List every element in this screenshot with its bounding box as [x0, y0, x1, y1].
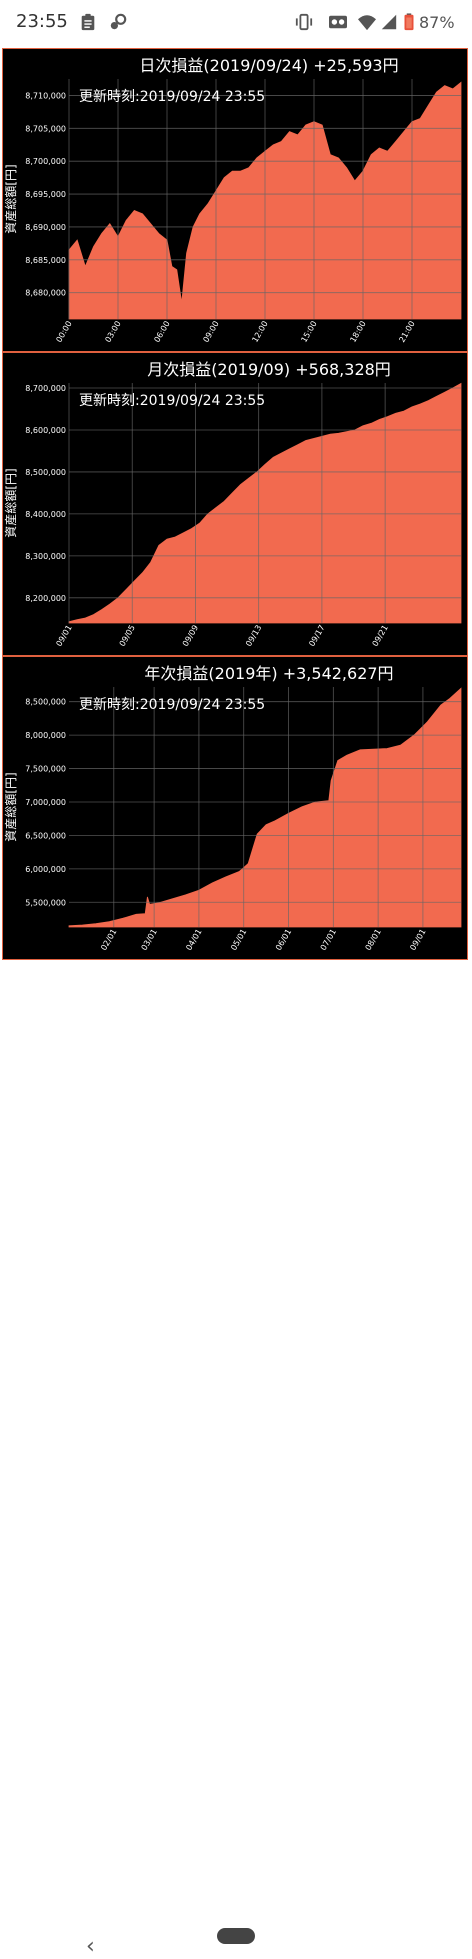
x-tick-label: 06/01: [274, 928, 293, 952]
x-tick-label: 04/01: [184, 928, 203, 952]
x-tick-label: 09/01: [408, 928, 427, 952]
home-pill[interactable]: [217, 1928, 255, 1944]
y-axis-label: 資産総額[円]: [3, 468, 18, 537]
y-tick-label: 8,695,000: [25, 190, 66, 199]
chart-svg: 8,200,000 8,300,000 8,400,000 8,500,000 8,60…: [3, 360, 462, 648]
chart-title: 年次損益(2019年) +3,542,627円: [144, 664, 393, 683]
chart-title: 日次損益(2019/09/24) +25,593円: [139, 56, 398, 75]
vibrate-icon: [295, 13, 313, 31]
y-tick-label: 6,500,000: [25, 831, 66, 840]
y-tick-label: 8,600,000: [25, 426, 66, 435]
x-tick-label: 09/09: [181, 624, 200, 648]
x-tick-label: 12:00: [250, 320, 269, 344]
x-tick-label: 03/01: [140, 928, 159, 952]
y-tick-label: 8,400,000: [25, 510, 66, 519]
voicemail-icon: [329, 15, 347, 29]
x-tick-label: 09/05: [118, 624, 137, 648]
x-tick-label: 09/17: [307, 624, 326, 648]
x-tick-label: 18:00: [348, 320, 367, 344]
x-tick-label: 05/01: [229, 928, 248, 952]
wifi-icon: [358, 15, 376, 31]
status-time: 23:55: [16, 11, 68, 32]
y-tick-label: 5,500,000: [25, 898, 66, 907]
x-tick-label: 08/01: [364, 928, 383, 952]
series-area: [68, 382, 462, 624]
y-tick-label: 6,000,000: [25, 865, 66, 874]
x-tick-label: 21:00: [397, 320, 416, 344]
series-area: [68, 687, 462, 928]
chart-svg: 8,680,000 8,685,000 8,690,000 8,695,000 8,70…: [3, 56, 462, 344]
signal-icon: [381, 14, 397, 30]
y-tick-label: 8,685,000: [25, 256, 66, 265]
y-tick-label: 8,300,000: [25, 552, 66, 561]
x-tick-label: 09/21: [371, 624, 390, 648]
x-tick-label: 07/01: [319, 928, 338, 952]
x-tick-label: 09/13: [244, 624, 263, 648]
x-tick-label: 02/01: [99, 928, 118, 952]
y-tick-label: 8,000,000: [25, 731, 66, 740]
y-tick-label: 8,500,000: [25, 468, 66, 477]
x-tick-label: 00:00: [54, 320, 73, 344]
clipboard-icon: [81, 13, 95, 31]
navigation-bar: ‹: [0, 960, 472, 1959]
y-tick-label: 8,710,000: [25, 91, 66, 100]
daily-pnl-chart: 8,680,000 8,685,000 8,690,000 8,695,000 8,70…: [2, 48, 468, 352]
y-tick-label: 8,680,000: [25, 289, 66, 298]
back-icon[interactable]: ‹: [86, 1934, 95, 1959]
y-axis-label: 資産総額[円]: [3, 772, 18, 841]
update-time-annotation: 更新時刻:2019/09/24 23:55: [79, 697, 265, 713]
x-tick-label: 15:00: [299, 320, 318, 344]
y-tick-label: 7,000,000: [25, 798, 66, 807]
battery-percent: 87%: [419, 13, 455, 32]
x-tick-label: 06:00: [152, 320, 171, 344]
y-axis-label: 資産総額[円]: [3, 164, 18, 233]
chart-title: 月次損益(2019/09) +568,328円: [147, 360, 391, 379]
x-tick-label: 03:00: [103, 320, 122, 344]
y-tick-label: 8,690,000: [25, 223, 66, 232]
y-tick-label: 8,700,000: [25, 384, 66, 393]
y-tick-label: 8,500,000: [25, 698, 66, 707]
y-tick-label: 7,500,000: [25, 765, 66, 774]
x-tick-label: 09:00: [201, 320, 220, 344]
battery-icon: [404, 13, 414, 31]
yearly-pnl-chart: 5,500,000 6,000,000 6,500,000 7,000,000 7,50…: [2, 656, 468, 960]
monthly-pnl-chart: 8,200,000 8,300,000 8,400,000 8,500,000 8,60…: [2, 352, 468, 656]
update-time-annotation: 更新時刻:2019/09/24 23:55: [79, 393, 265, 409]
chart-svg: 5,500,000 6,000,000 6,500,000 7,000,000 7,50…: [3, 664, 462, 952]
update-time-annotation: 更新時刻:2019/09/24 23:55: [79, 89, 265, 105]
x-tick-label: 09/01: [54, 624, 73, 648]
key-icon: [110, 13, 127, 30]
status-bar: 23:55 87%: [0, 0, 472, 46]
y-tick-label: 8,200,000: [25, 594, 66, 603]
y-tick-label: 8,705,000: [25, 124, 66, 133]
y-tick-label: 8,700,000: [25, 157, 66, 166]
